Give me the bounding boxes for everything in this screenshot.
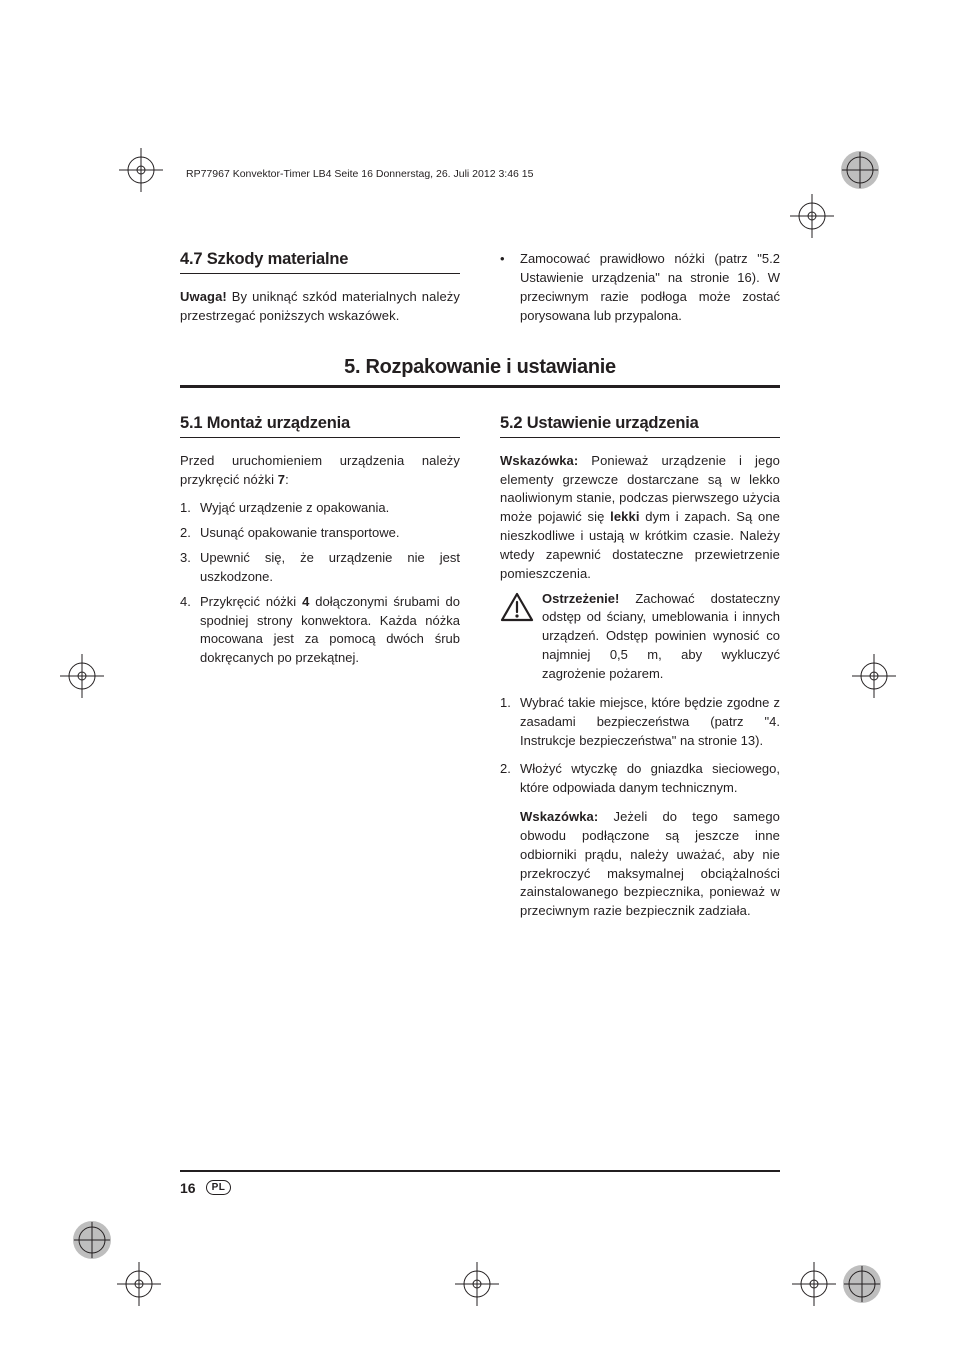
print-header-line: RP77967 Konvektor-Timer LB4 Seite 16 Don… — [186, 168, 534, 180]
crop-mark — [838, 148, 882, 192]
rule — [180, 437, 460, 438]
para-uwaga: Uwaga! By uniknąć szkód materialnych nal… — [180, 288, 460, 326]
heading-5: 5. Rozpakowanie i ustawianie — [344, 356, 616, 378]
crop-mark — [455, 1262, 499, 1306]
crop-mark — [790, 194, 834, 238]
crop-mark — [60, 654, 104, 698]
crop-mark — [852, 654, 896, 698]
language-badge: PL — [206, 1180, 232, 1195]
page-footer: 16 PL — [180, 1170, 780, 1196]
heading-5-2: 5.2 Ustawienie urządzenia — [500, 414, 780, 433]
ordered-list-5-2: 1.Wybrać takie miejsce, które będzie zgo… — [500, 694, 780, 798]
bullet-item: • Zamocować prawidłowo nóżki (patrz "5.2… — [500, 250, 780, 325]
warning-icon — [500, 590, 542, 684]
para-5-2-hint1: Wskazówka: Ponieważ urządzenie i jego el… — [500, 452, 780, 584]
crop-mark — [840, 1262, 884, 1306]
crop-mark — [70, 1218, 114, 1262]
crop-mark — [119, 148, 163, 192]
para-5-1-intro: Przed uruchomieniem urządzenia należy pr… — [180, 452, 460, 490]
rule — [500, 437, 780, 438]
warning-block: Ostrzeżenie! Zachować dostateczny odstęp… — [500, 590, 780, 684]
heading-4-7: 4.7 Szkody materialne — [180, 250, 460, 269]
rule — [180, 273, 460, 274]
ordered-list-5-1: 1.Wyjąć urządzenie z opakowania. 2.Usuną… — [180, 499, 460, 668]
page-number: 16 — [180, 1180, 196, 1196]
crop-mark — [792, 1262, 836, 1306]
heading-5-1: 5.1 Montaż urządzenia — [180, 414, 460, 433]
para-5-2-hint2: Wskazówka: Jeżeli do tego samego obwodu … — [500, 808, 780, 921]
footer-rule — [180, 1170, 780, 1172]
thick-rule — [180, 385, 780, 388]
crop-mark — [117, 1262, 161, 1306]
